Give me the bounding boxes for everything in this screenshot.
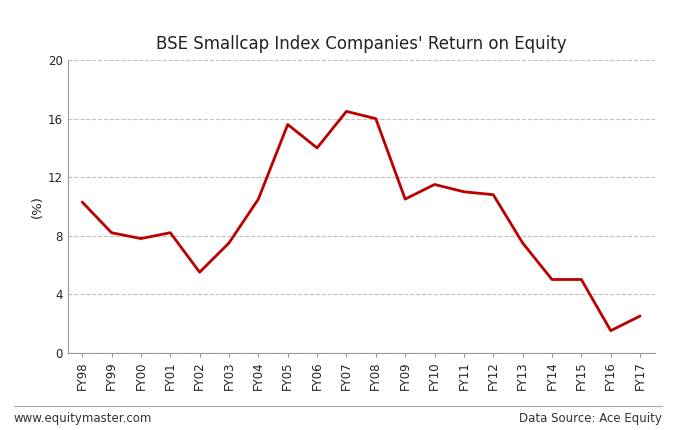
Text: www.equitymaster.com: www.equitymaster.com xyxy=(14,412,152,425)
Title: BSE Smallcap Index Companies' Return on Equity: BSE Smallcap Index Companies' Return on … xyxy=(156,35,566,53)
Y-axis label: (%): (%) xyxy=(30,195,43,218)
Text: Data Source: Ace Equity: Data Source: Ace Equity xyxy=(518,412,662,425)
